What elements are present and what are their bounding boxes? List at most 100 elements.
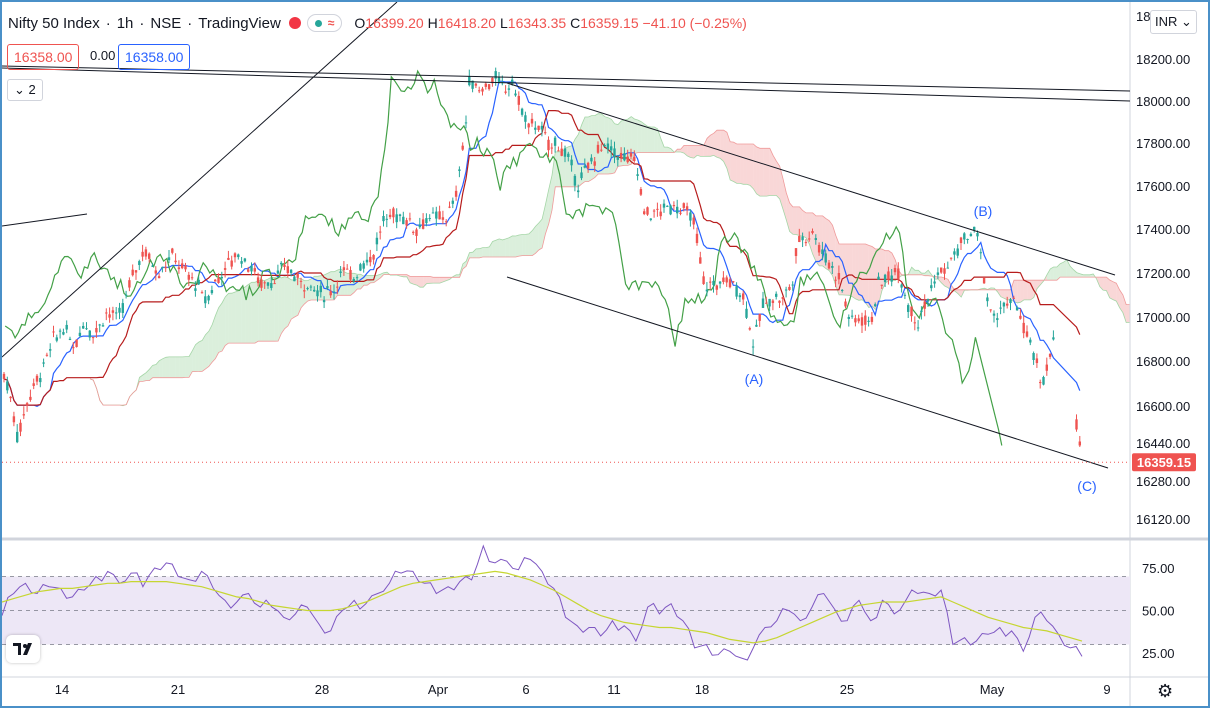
data-source: TradingView	[198, 14, 281, 32]
candle-body	[926, 299, 930, 302]
candle-body	[1029, 339, 1032, 343]
candle-body	[108, 314, 111, 318]
cloud-segment	[941, 276, 945, 286]
candle-body	[1002, 302, 1006, 307]
candle-body	[808, 238, 811, 240]
candle-body	[530, 118, 534, 124]
candle-body	[445, 221, 448, 223]
candle-body	[1009, 299, 1012, 304]
candle-body	[464, 122, 468, 124]
cloud-segment	[637, 119, 642, 153]
candle-body	[672, 205, 676, 207]
cloud-segment	[281, 276, 285, 334]
candle-body	[6, 381, 9, 391]
cloud-segment	[469, 252, 473, 258]
trend-line[interactable]	[2, 2, 398, 358]
candle-body	[682, 203, 685, 208]
currency-selector[interactable]: INR ⌄	[1150, 10, 1197, 34]
cloud-segment	[832, 225, 836, 286]
candle-body	[633, 157, 636, 161]
candle-body	[504, 91, 507, 93]
time-axis[interactable]: 14 21 28 Apr 6 11 18 25 May 9	[55, 682, 1111, 697]
candle-body	[567, 153, 570, 158]
status-pill[interactable]: ≈	[306, 14, 343, 32]
price-axis[interactable]: 18400.0018200.0018000.0017800.0017600.00…	[1136, 9, 1190, 527]
candle-body	[1045, 364, 1048, 371]
cloud-segment	[268, 277, 272, 342]
candle-body	[626, 156, 629, 163]
rsi-band	[2, 576, 1130, 645]
cloud-segment	[215, 307, 219, 359]
symbol-name[interactable]: Nifty 50 Index	[8, 14, 100, 32]
cloud-segment	[189, 350, 193, 378]
cloud-segment	[872, 246, 876, 310]
candle-body	[451, 200, 454, 204]
open-value: 16399.20	[365, 15, 424, 31]
candle-body	[296, 273, 299, 278]
price-tick-label: 16600.00	[1136, 399, 1190, 414]
trend-line[interactable]	[2, 213, 88, 227]
cloud-segment	[149, 365, 153, 381]
candle-body	[392, 208, 395, 218]
trend-line[interactable]	[506, 82, 1116, 276]
cloud-segment	[552, 151, 556, 211]
trend-line[interactable]	[2, 65, 1131, 92]
cloud-segment	[924, 270, 929, 276]
candle-body	[1048, 353, 1052, 357]
buy-button[interactable]: 16358.00	[118, 44, 191, 70]
time-tick-label: May	[980, 682, 1005, 697]
cloud-segment	[1014, 280, 1018, 303]
cloud-segment	[891, 252, 896, 281]
candle-body	[22, 414, 25, 416]
cloud-segment	[344, 271, 348, 296]
cloud-segment	[957, 289, 962, 298]
cloud-segment	[717, 130, 721, 159]
cloud-segment	[802, 210, 807, 238]
candle-body	[616, 156, 619, 160]
candle-body	[1012, 297, 1015, 299]
candle-body	[138, 261, 141, 265]
cloud-segment	[1116, 283, 1120, 308]
candle-body	[1032, 353, 1035, 361]
candle-body	[979, 252, 982, 254]
wave-label: (B)	[974, 203, 993, 219]
candle-body	[679, 212, 682, 214]
trend-line[interactable]	[506, 276, 1109, 469]
chevron-down-icon: ⌄	[14, 82, 25, 97]
candle-body	[1052, 337, 1055, 340]
trend-lines[interactable]	[2, 2, 1131, 469]
cloud-segment	[278, 275, 282, 342]
candle-body	[966, 238, 969, 240]
tenkan-sen-line	[3, 80, 1081, 407]
last-price-badge	[1132, 453, 1196, 472]
candle-body	[289, 269, 293, 273]
candle-body	[514, 93, 517, 96]
ohlc-values: O16399.20 H16418.20 L16343.35 C16359.15 …	[354, 15, 747, 31]
candle-body	[55, 337, 58, 341]
candle-body	[718, 281, 722, 284]
candle-body	[603, 144, 606, 147]
candle-body	[223, 268, 227, 270]
cloud-segment	[766, 148, 770, 197]
cloud-segment	[664, 147, 668, 153]
candle-body	[751, 346, 755, 348]
candle-body	[230, 260, 233, 267]
candle-body	[511, 79, 514, 84]
candle-body	[646, 207, 649, 215]
gear-icon[interactable]: ⚙	[1157, 681, 1174, 701]
candle-body	[487, 84, 491, 90]
trend-line[interactable]	[2, 67, 1131, 102]
last-price-label: 16359.15	[1137, 455, 1191, 470]
candle-body	[151, 265, 154, 267]
time-tick-label: 9	[1103, 682, 1110, 697]
candle-body	[395, 214, 398, 223]
candle-body	[801, 236, 804, 241]
interval[interactable]: 1h	[116, 14, 134, 32]
indicators-toggle[interactable]: ⌄ 2	[7, 79, 43, 101]
sell-button[interactable]: 16358.00	[7, 44, 80, 70]
candle-body	[900, 284, 903, 288]
candle-body	[52, 331, 55, 333]
tradingview-logo-icon[interactable]	[6, 635, 40, 663]
candle-body	[570, 159, 573, 166]
